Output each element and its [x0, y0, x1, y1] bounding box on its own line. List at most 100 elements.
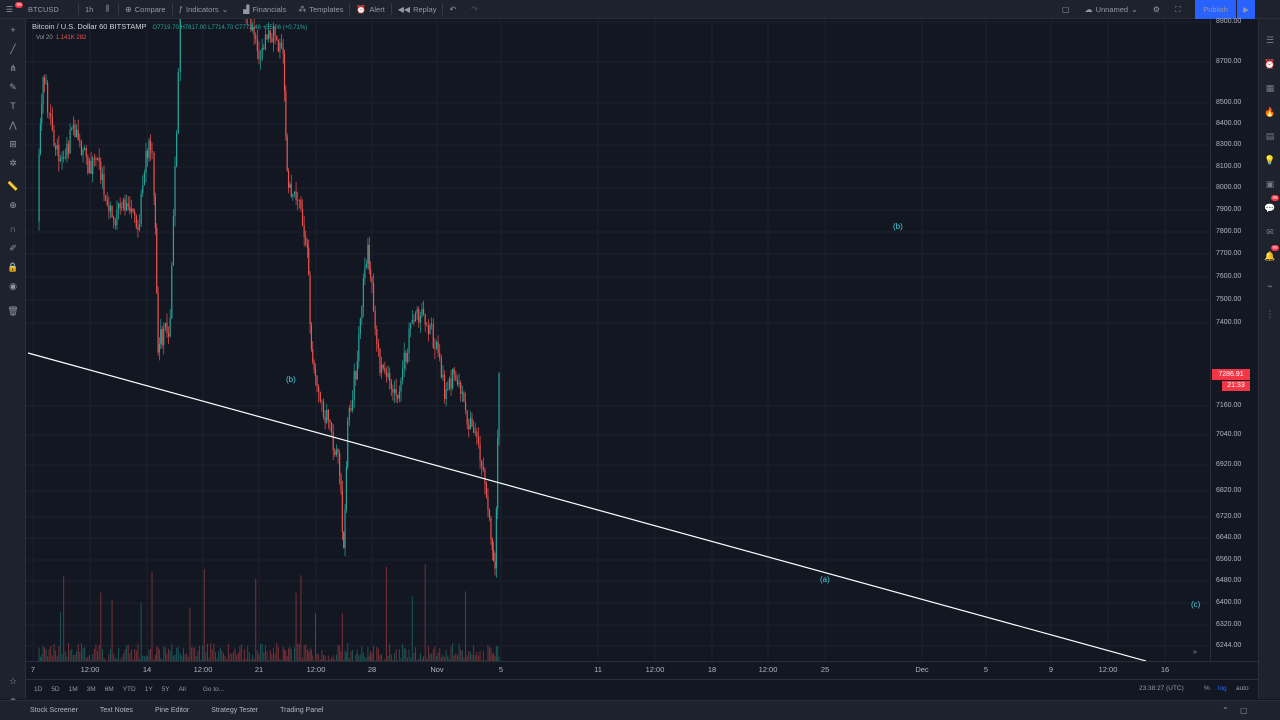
templates-button[interactable]: ⁂ Templates: [292, 0, 349, 19]
alert-button[interactable]: ⏰ Alert: [350, 0, 390, 19]
candle-body: [487, 496, 489, 510]
pattern-icon[interactable]: ⋀: [9, 120, 17, 130]
streams-icon[interactable]: ▣: [1265, 179, 1275, 189]
fullscreen-button[interactable]: ⛶: [1169, 0, 1190, 19]
volume-bar: [145, 655, 147, 661]
magnet-icon[interactable]: ∩: [9, 224, 17, 234]
candle-body: [266, 34, 268, 40]
gann-icon[interactable]: ✲: [9, 158, 17, 168]
tab-strategy-tester[interactable]: Strategy Tester: [211, 707, 259, 714]
scroll-to-realtime-icon[interactable]: »: [1193, 649, 1197, 656]
financials-button[interactable]: ▟ Financials: [237, 0, 292, 19]
collapse-panel-icon[interactable]: ⌃: [1222, 706, 1229, 715]
candle-body: [93, 157, 95, 159]
data-window-icon[interactable]: ▦: [1265, 83, 1275, 93]
ruler-icon[interactable]: 📏: [7, 181, 19, 191]
top-toolbar: ☰ 99 BTCUSD 1h ⫼ ⊕ Compare ƒ Indicators ⌄ ▟…: [0, 0, 1280, 19]
star-icon[interactable]: ☆: [8, 676, 18, 686]
goto-date-button[interactable]: Go to...: [202, 686, 225, 693]
candle-body: [74, 124, 76, 137]
symbol-search-button[interactable]: BTCUSD: [28, 4, 59, 14]
time-tick-label: 5: [498, 665, 504, 674]
lock-icon[interactable]: 🔒: [7, 262, 19, 272]
log-scale-button[interactable]: log: [1218, 685, 1227, 692]
volume-bar: [334, 659, 336, 661]
pitchfork-icon[interactable]: ⋔: [9, 63, 17, 73]
range-1d[interactable]: 1D: [34, 686, 43, 693]
trend-line: [27, 352, 1147, 661]
text-icon[interactable]: T: [10, 101, 16, 111]
candle-body: [313, 362, 315, 370]
notifications-icon[interactable]: 🔔: [1264, 251, 1276, 261]
trash-icon[interactable]: 🗑: [7, 306, 19, 316]
range-6m[interactable]: 6M: [104, 686, 114, 693]
hotlist-icon[interactable]: 🔥: [1264, 107, 1276, 117]
eye-icon[interactable]: ◉: [9, 281, 17, 291]
stay-in-drawing-icon[interactable]: ✐: [9, 243, 17, 253]
wave-label-c[interactable]: (c): [1191, 600, 1201, 609]
candle-body: [358, 333, 360, 362]
range-5d[interactable]: 5D: [51, 686, 60, 693]
undo-button[interactable]: ↶: [443, 0, 465, 19]
tab-trading-panel[interactable]: Trading Panel: [280, 707, 324, 714]
watchlist-icon[interactable]: ☰: [1265, 35, 1275, 45]
layout-toggle-button[interactable]: ▢: [1056, 0, 1079, 19]
wave-label-a[interactable]: (a): [820, 575, 830, 584]
brush-icon[interactable]: ✎: [9, 82, 17, 92]
auto-scale-button[interactable]: auto: [1236, 685, 1249, 692]
dom-icon[interactable]: ⋮: [1265, 309, 1275, 319]
crosshair-icon[interactable]: +: [10, 25, 16, 35]
top-right-tools: ▢ ☁Unnamed⌄ ⚙ ⛶ ◉: [1056, 0, 1212, 19]
settings-button[interactable]: ⚙: [1147, 0, 1169, 19]
volume-bar: [493, 652, 495, 661]
private-chat-icon[interactable]: ✉: [1266, 227, 1274, 237]
volume-bar: [316, 653, 318, 661]
utc-clock[interactable]: 23:38:27 (UTC): [1139, 685, 1184, 692]
tab-pine-editor[interactable]: Pine Editor: [154, 707, 190, 714]
trend-line-icon[interactable]: ╱: [10, 44, 16, 54]
range-1m[interactable]: 1M: [68, 686, 78, 693]
order-panel-icon[interactable]: ⌁: [1267, 281, 1273, 291]
volume-bar: [97, 650, 99, 661]
compare-button[interactable]: ⊕ Compare: [119, 0, 172, 19]
price-chart[interactable]: [26, 19, 1210, 661]
time-axis[interactable]: [26, 661, 1258, 679]
range-1y[interactable]: 1Y: [144, 686, 153, 693]
bar-style-button[interactable]: ⫼: [99, 0, 118, 19]
maximize-panel-icon[interactable]: ▢: [1240, 706, 1248, 715]
live-stream-button[interactable]: ▶: [1237, 0, 1255, 19]
volume-bar: [271, 653, 273, 661]
main-menu-button[interactable]: ☰ 99: [0, 0, 23, 19]
ideas-icon[interactable]: 💡: [1264, 155, 1276, 165]
candle-body: [69, 129, 71, 154]
volume-bar: [445, 649, 447, 661]
redo-button[interactable]: ↷: [465, 0, 487, 19]
publish-button[interactable]: Publish: [1195, 0, 1236, 19]
wave-label-b1[interactable]: (b): [286, 375, 296, 384]
chat-icon[interactable]: 💬: [1264, 203, 1276, 213]
percent-scale-button[interactable]: %: [1204, 685, 1210, 692]
volume-bar: [82, 648, 84, 661]
candle-body: [372, 282, 375, 311]
templates-label: Templates: [309, 4, 344, 14]
volume-bar: [458, 643, 460, 661]
interval-button[interactable]: 1h: [79, 0, 99, 19]
volume-bar: [473, 645, 475, 661]
zoom-in-icon[interactable]: ⊕: [9, 200, 17, 210]
wave-label-b2[interactable]: (b): [893, 222, 903, 231]
replay-button[interactable]: ◀◀ Replay: [392, 0, 443, 19]
price-axis[interactable]: [1210, 19, 1258, 661]
range-5y[interactable]: 5Y: [161, 686, 170, 693]
calendar-icon[interactable]: ▤: [1265, 131, 1275, 141]
range-ytd[interactable]: YTD: [122, 686, 136, 693]
volume-bar: [355, 654, 357, 661]
prediction-icon[interactable]: ⊞: [9, 139, 17, 149]
tab-text-notes[interactable]: Text Notes: [99, 707, 133, 714]
alerts-icon[interactable]: ⏰: [1264, 59, 1276, 69]
range-all[interactable]: All: [178, 686, 186, 693]
tab-stock-screener[interactable]: Stock Screener: [30, 707, 78, 714]
layout-name-button[interactable]: ☁ Unnamed ⌄: [1079, 0, 1147, 19]
range-3m[interactable]: 3M: [86, 686, 96, 693]
volume-bar: [463, 657, 465, 661]
indicators-button[interactable]: ƒ Indicators ⌄: [173, 0, 238, 19]
